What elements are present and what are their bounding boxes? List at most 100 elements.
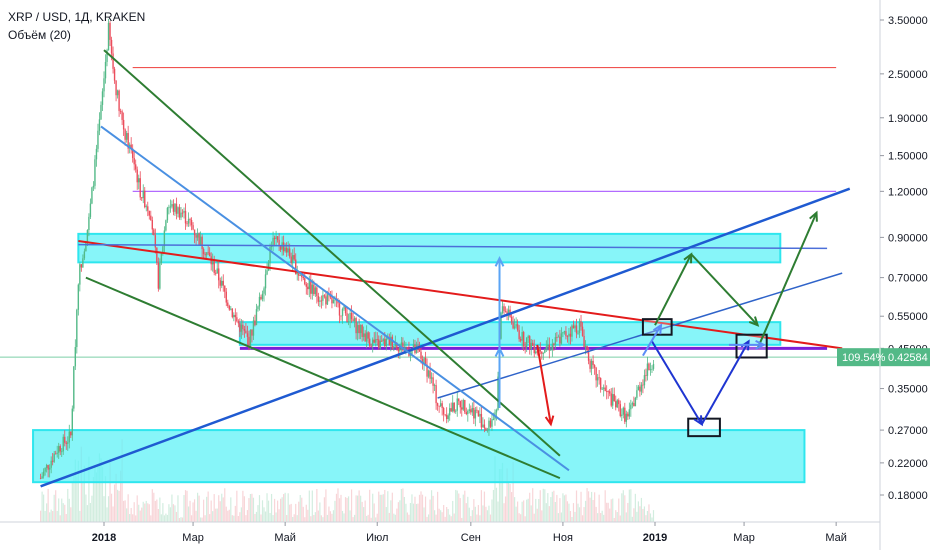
candle-body [92, 185, 95, 188]
candle-body [519, 339, 522, 341]
candle-body [430, 377, 433, 379]
candle-body [77, 284, 80, 310]
candle-body [515, 324, 517, 327]
volume-bar [242, 490, 244, 522]
candle-body [525, 337, 528, 347]
candle-body [510, 316, 513, 323]
candle-body [104, 61, 107, 79]
volume-bar [148, 504, 150, 522]
volume-bar [408, 514, 410, 522]
candle-body [390, 336, 392, 346]
volume-bar [501, 462, 504, 522]
candle-body [391, 336, 394, 349]
volume-bar [261, 500, 264, 522]
candle-body [305, 284, 307, 287]
volume-bar [414, 496, 416, 522]
candle-body [64, 436, 66, 443]
candle-body [227, 302, 229, 306]
arrow-shaft [536, 344, 552, 425]
trend-line [78, 239, 843, 350]
volume-bar [637, 501, 639, 522]
volume-bar [62, 503, 64, 522]
volume-bar [547, 493, 549, 522]
volume-indicator-title[interactable]: Объём (20) [8, 28, 71, 42]
volume-bar [281, 497, 283, 522]
trend-line [78, 243, 828, 250]
volume-bar [115, 473, 117, 522]
volume-bar [94, 464, 96, 522]
price-tick-label: 3.50000 [888, 15, 928, 27]
volume-bar [331, 513, 333, 522]
volume-bar [196, 492, 199, 522]
candle-body [455, 410, 457, 412]
volume-bar [337, 488, 339, 522]
candle-body [340, 315, 342, 317]
volume-bar [85, 494, 87, 522]
volume-bar [418, 494, 421, 522]
candle-body [68, 431, 70, 443]
candle-body [572, 325, 575, 329]
candle-body [563, 331, 566, 333]
volume-bar [415, 503, 418, 522]
volume-bar [450, 516, 452, 522]
candle-body [136, 169, 138, 183]
volume-bar [461, 517, 463, 522]
candle-body [153, 229, 155, 236]
volume-bar [53, 494, 55, 522]
volume-bar [107, 496, 110, 522]
volume-bar [181, 517, 184, 522]
candle-body [83, 251, 86, 259]
volume-bar [536, 508, 538, 522]
volume-bar [240, 507, 242, 522]
candle-body [218, 268, 220, 281]
volume-bar [424, 496, 427, 522]
volume-bar [474, 506, 476, 522]
symbol-title[interactable]: XRP / USD, 1Д, KRAKEN [8, 10, 146, 24]
volume-bar [314, 512, 316, 522]
volume-bar [421, 494, 424, 522]
candle-body [98, 119, 101, 131]
candle-body [566, 336, 569, 337]
candle-body [252, 320, 255, 336]
volume-bar [492, 489, 495, 522]
candle-body [618, 400, 620, 405]
candle-body [595, 367, 597, 381]
candle-body [624, 407, 626, 422]
candle-body [196, 233, 199, 238]
candle-body [278, 239, 280, 247]
candle-body [542, 352, 544, 354]
volume-bar [651, 517, 653, 522]
candle-body [82, 258, 84, 268]
volume-bar [206, 496, 208, 522]
volume-bar [264, 511, 267, 522]
volume-bar [426, 516, 428, 522]
volume-bar [110, 493, 113, 522]
candle-body [583, 335, 585, 348]
volume-bar [353, 514, 356, 522]
candle-body [382, 339, 384, 342]
candle-body [450, 408, 452, 412]
volume-bar [210, 500, 212, 522]
volume-bar [542, 488, 544, 522]
candle-body [295, 259, 297, 275]
candle-body [625, 413, 628, 422]
candle-body [307, 286, 309, 290]
candle-body [296, 273, 298, 275]
candle-body [353, 318, 356, 322]
candle-body [133, 158, 135, 165]
candle-body [613, 394, 615, 402]
candle-body [639, 386, 641, 392]
candle-body [367, 332, 369, 339]
candle-body [429, 370, 431, 379]
volume-bar [231, 515, 233, 522]
candle-body [557, 336, 560, 338]
volume-bar [100, 458, 102, 522]
volume-bar [394, 514, 396, 522]
volume-bar [509, 483, 511, 522]
candle-body [581, 326, 584, 336]
candle-body [529, 336, 531, 349]
volume-bar [80, 446, 82, 522]
volume-bar [488, 505, 490, 522]
candle-body [433, 385, 436, 386]
